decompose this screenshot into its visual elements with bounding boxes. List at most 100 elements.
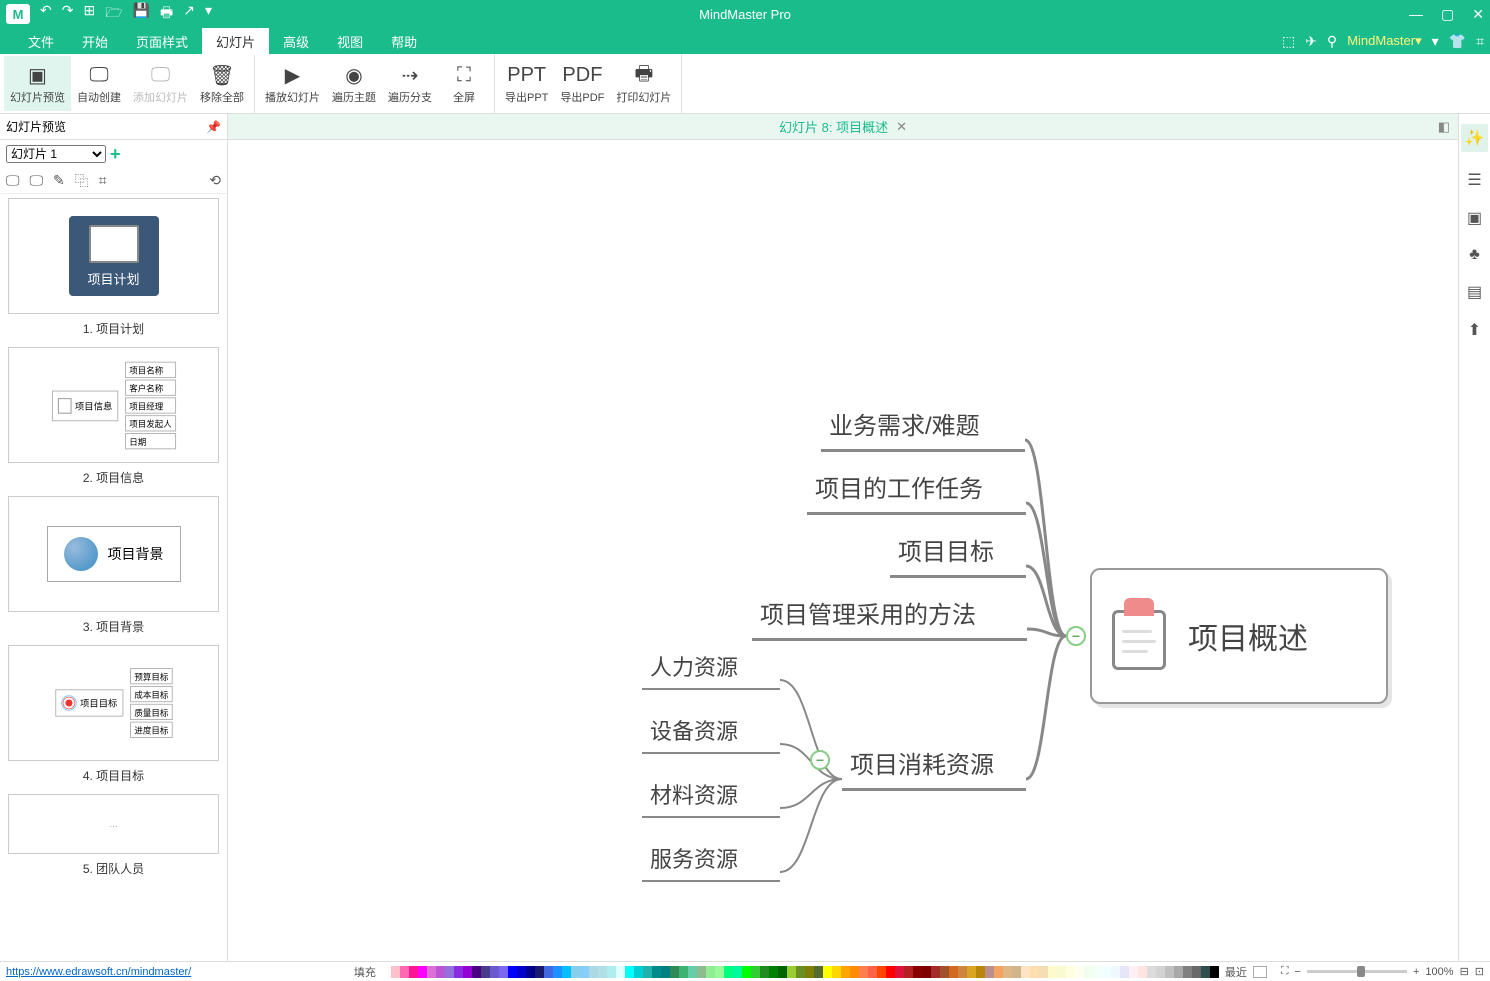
- swatch[interactable]: [1192, 966, 1201, 978]
- swatch[interactable]: [391, 966, 400, 978]
- color-palette[interactable]: [382, 966, 1219, 978]
- swatch[interactable]: [715, 966, 724, 978]
- save-icon[interactable]: 💾: [133, 2, 150, 26]
- swatch[interactable]: [652, 966, 661, 978]
- menu-icon-4[interactable]: ▾: [1432, 33, 1439, 50]
- panel-tool-4[interactable]: ⌗: [99, 172, 107, 189]
- swatch[interactable]: [1201, 966, 1210, 978]
- panel-tool-5[interactable]: ⟲: [209, 172, 221, 189]
- swatch[interactable]: [418, 966, 427, 978]
- swatch[interactable]: [400, 966, 409, 978]
- url-link[interactable]: https://www.edrawsoft.cn/mindmaster/: [6, 966, 348, 978]
- swatch[interactable]: [472, 966, 481, 978]
- zoom-out-icon[interactable]: −: [1295, 966, 1301, 978]
- swatch[interactable]: [958, 966, 967, 978]
- collapse-root[interactable]: −: [1066, 626, 1086, 646]
- swatch[interactable]: [445, 966, 454, 978]
- swatch[interactable]: [706, 966, 715, 978]
- swatch[interactable]: [742, 966, 751, 978]
- tab-视图[interactable]: 视图: [323, 28, 377, 55]
- thumbnail[interactable]: 项目目标预算目标成本目标质量目标进度目标4. 项目目标: [8, 645, 219, 784]
- panel-tool-2[interactable]: ✎: [53, 172, 65, 189]
- branch-node[interactable]: 项目的工作任务: [807, 465, 1026, 515]
- swatch[interactable]: [589, 966, 598, 978]
- swatch[interactable]: [949, 966, 958, 978]
- swatch[interactable]: [1039, 966, 1048, 978]
- ribbon-全屏[interactable]: ⛶全屏: [438, 56, 490, 111]
- swatch[interactable]: [661, 966, 670, 978]
- branch-node[interactable]: 项目管理采用的方法: [752, 591, 1027, 641]
- minimize-button[interactable]: —: [1409, 6, 1423, 23]
- swatch[interactable]: [841, 966, 850, 978]
- thumbnails[interactable]: 项目计划1. 项目计划项目信息项目名称客户名称项目经理项目发起人日期2. 项目信…: [0, 194, 227, 961]
- recent-swatch[interactable]: [1253, 966, 1267, 978]
- sub-branch-node[interactable]: 材料资源: [642, 774, 780, 818]
- sub-branch-node[interactable]: 服务资源: [642, 838, 780, 882]
- pin-icon[interactable]: 📌: [206, 120, 221, 134]
- zoom-in-icon[interactable]: +: [1413, 966, 1419, 978]
- right-tool-3[interactable]: ♣: [1469, 246, 1480, 264]
- tab-文件[interactable]: 文件: [14, 28, 68, 55]
- swatch[interactable]: [1138, 966, 1147, 978]
- swatch[interactable]: [1021, 966, 1030, 978]
- view-icon-2[interactable]: ⊡: [1475, 965, 1484, 978]
- swatch[interactable]: [850, 966, 859, 978]
- right-tool-4[interactable]: ▤: [1467, 282, 1482, 302]
- swatch[interactable]: [1111, 966, 1120, 978]
- swatch[interactable]: [787, 966, 796, 978]
- menu-icon-2[interactable]: ✈: [1305, 33, 1317, 50]
- ribbon-打印幻灯片[interactable]: 🖶打印幻灯片: [610, 56, 677, 111]
- thumbnail[interactable]: ...5. 团队人员: [8, 794, 219, 877]
- swatch[interactable]: [625, 966, 634, 978]
- branch-node[interactable]: 项目目标: [890, 528, 1026, 578]
- thumbnail[interactable]: 项目计划1. 项目计划: [8, 198, 219, 337]
- new-icon[interactable]: ⊞: [83, 2, 95, 26]
- close-button[interactable]: ✕: [1472, 6, 1484, 23]
- ribbon-导出PPT[interactable]: PPT导出PPT: [499, 56, 554, 111]
- swatch[interactable]: [1165, 966, 1174, 978]
- swatch[interactable]: [580, 966, 589, 978]
- swatch[interactable]: [733, 966, 742, 978]
- right-tool-0[interactable]: ✨: [1461, 124, 1489, 152]
- tab-页面样式[interactable]: 页面样式: [122, 28, 202, 55]
- brand-label[interactable]: MindMaster▾: [1347, 33, 1421, 49]
- swatch[interactable]: [598, 966, 607, 978]
- swatch[interactable]: [823, 966, 832, 978]
- ribbon-移除全部[interactable]: 🗑移除全部: [194, 56, 250, 111]
- swatch[interactable]: [814, 966, 823, 978]
- view-icon-1[interactable]: ⊟: [1460, 965, 1469, 978]
- swatch[interactable]: [859, 966, 868, 978]
- close-slide-icon[interactable]: ✕: [896, 119, 907, 135]
- swatch[interactable]: [643, 966, 652, 978]
- right-tool-2[interactable]: ▣: [1467, 208, 1482, 228]
- print-icon[interactable]: 🖶: [160, 2, 173, 26]
- maximize-button[interactable]: ▢: [1441, 6, 1454, 23]
- swatch[interactable]: [571, 966, 580, 978]
- swatch[interactable]: [616, 966, 625, 978]
- swatch[interactable]: [877, 966, 886, 978]
- slide-selector[interactable]: 幻灯片 1: [6, 145, 106, 163]
- swatch[interactable]: [1048, 966, 1057, 978]
- swatch[interactable]: [1156, 966, 1165, 978]
- open-icon[interactable]: 🗁: [105, 2, 122, 26]
- swatch[interactable]: [868, 966, 877, 978]
- swatch[interactable]: [688, 966, 697, 978]
- panel-tool-0[interactable]: 🖵: [6, 172, 20, 189]
- menu-icon-3[interactable]: ⚲: [1327, 33, 1337, 50]
- swatch[interactable]: [922, 966, 931, 978]
- swatch[interactable]: [1129, 966, 1138, 978]
- swatch[interactable]: [481, 966, 490, 978]
- swatch[interactable]: [1183, 966, 1192, 978]
- redo-icon[interactable]: ↷: [62, 2, 74, 26]
- collapse-sub[interactable]: −: [810, 750, 830, 770]
- swatch[interactable]: [805, 966, 814, 978]
- swatch[interactable]: [1147, 966, 1156, 978]
- swatch[interactable]: [463, 966, 472, 978]
- swatch[interactable]: [895, 966, 904, 978]
- swatch[interactable]: [931, 966, 940, 978]
- more-icon[interactable]: ▾: [205, 2, 212, 26]
- swatch[interactable]: [544, 966, 553, 978]
- ribbon-自动创建[interactable]: 🖵自动创建: [71, 56, 127, 111]
- swatch[interactable]: [724, 966, 733, 978]
- tab-帮助[interactable]: 帮助: [377, 28, 431, 55]
